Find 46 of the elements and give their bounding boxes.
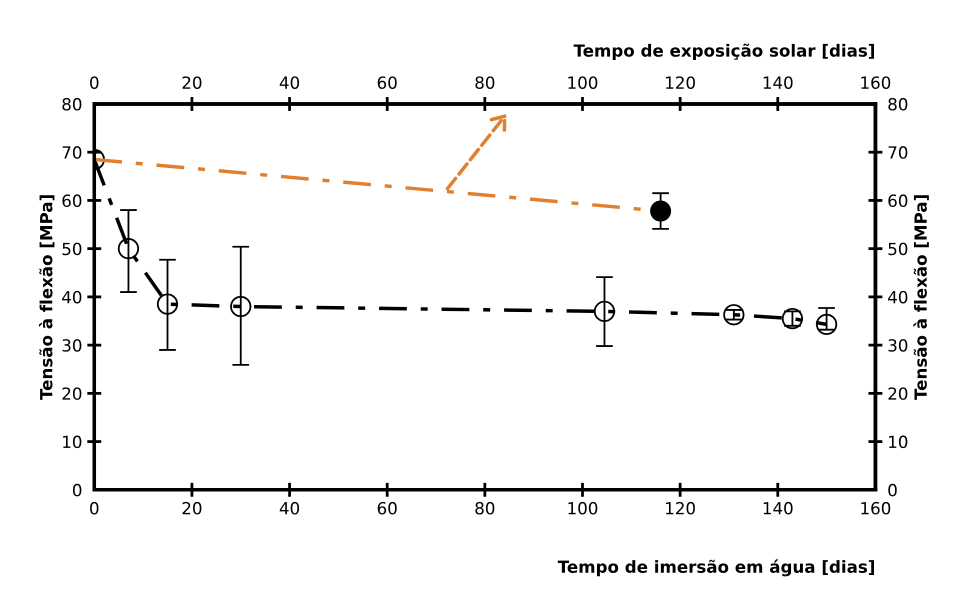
x2-tick-label: 20	[182, 76, 202, 89]
x-tick-label: 60	[378, 502, 397, 515]
point	[594, 300, 616, 322]
x2-tick-label: 100	[568, 76, 598, 89]
x-tick-label: 40	[280, 502, 300, 515]
x-axis-title: Tempo de imersão em água [dias]	[558, 559, 874, 576]
point	[723, 304, 744, 326]
point	[816, 314, 838, 336]
y-tick-label: 70	[62, 146, 82, 159]
x2-tick-label: 40	[280, 76, 300, 89]
x2-tick-label: 80	[475, 76, 494, 89]
y2-tick-label: 0	[888, 484, 897, 496]
y-tick-label: 50	[62, 242, 82, 256]
y2-tick-label: 30	[888, 339, 908, 352]
y-tick-label: 0	[72, 484, 82, 496]
x2-tick-label: 140	[764, 76, 793, 89]
x2-tick-label: 60	[378, 76, 397, 89]
point	[156, 294, 178, 315]
x-tick-label: 160	[861, 502, 890, 515]
y2-tick-label: 20	[888, 387, 908, 400]
x-tick-label: 120	[666, 502, 695, 515]
y2-tick-label: 10	[889, 436, 908, 448]
x2-tick-label: 160	[861, 76, 890, 89]
point	[118, 238, 140, 260]
y2-tick-label: 70	[888, 146, 908, 159]
point	[230, 296, 252, 318]
y-tick-label: 40	[62, 290, 82, 304]
x2-tick-label: 0	[90, 76, 98, 89]
x-tick-label: 140	[764, 502, 793, 515]
x2-axis-title: Tempo de exposição solar [dias]	[574, 44, 874, 60]
y2-tick-label: 60	[888, 194, 908, 208]
y-tick-label: 20	[62, 387, 82, 400]
x2-tick-label: 120	[666, 76, 695, 89]
y2-tick-label: 50	[888, 242, 908, 256]
y2-tick-label: 40	[888, 290, 908, 304]
x-tick-label: 20	[182, 502, 202, 515]
y-axis-title: Tensão à flexão [MPa]	[38, 195, 54, 400]
y2-axis-title: Tensão à flexão [MPa]	[913, 195, 929, 400]
x-tick-label: 100	[568, 502, 598, 515]
x-tick-label: 0	[90, 502, 98, 515]
y-tick-label: 60	[62, 194, 82, 208]
x-tick-label: 80	[475, 502, 494, 515]
y2-tick-label: 80	[888, 98, 908, 111]
y-tick-label: 10	[63, 436, 82, 448]
y-tick-label: 30	[62, 339, 82, 352]
y-tick-label: 80	[62, 98, 82, 111]
